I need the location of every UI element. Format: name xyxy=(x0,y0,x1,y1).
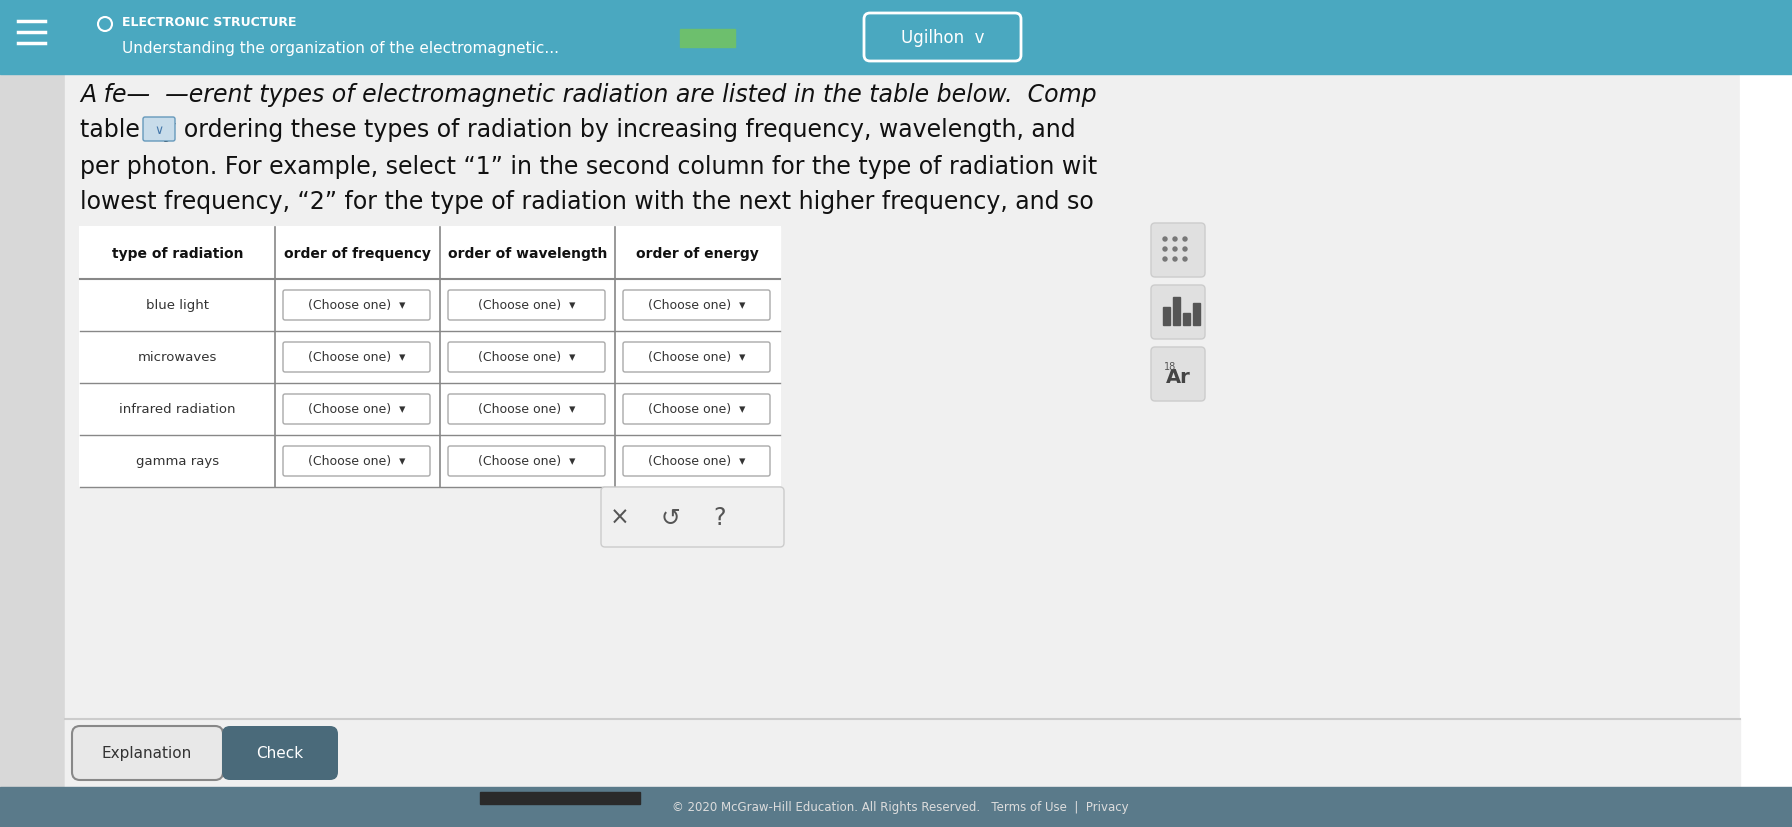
Text: (Choose one)  ▾: (Choose one) ▾ xyxy=(649,351,745,364)
Text: per photon. For example, select “1” in the second column for the type of radiati: per photon. For example, select “1” in t… xyxy=(81,155,1097,179)
Text: (Choose one)  ▾: (Choose one) ▾ xyxy=(308,455,405,468)
Bar xyxy=(1740,0,1792,827)
Text: order of frequency: order of frequency xyxy=(285,246,430,261)
Text: blue light: blue light xyxy=(145,299,210,312)
Bar xyxy=(65,719,1740,787)
Text: ∨: ∨ xyxy=(154,123,163,136)
FancyBboxPatch shape xyxy=(283,447,430,476)
Text: Ugilhon  v: Ugilhon v xyxy=(901,29,984,47)
Text: Explanation: Explanation xyxy=(102,746,192,761)
FancyBboxPatch shape xyxy=(448,447,606,476)
Text: (Choose one)  ▾: (Choose one) ▾ xyxy=(649,299,745,312)
Text: (Choose one)  ▾: (Choose one) ▾ xyxy=(308,351,405,364)
Text: (Choose one)  ▾: (Choose one) ▾ xyxy=(478,351,575,364)
Text: Check: Check xyxy=(256,746,303,761)
Text: order of energy: order of energy xyxy=(636,246,758,261)
Circle shape xyxy=(1183,258,1186,261)
Text: microwaves: microwaves xyxy=(138,351,217,364)
FancyBboxPatch shape xyxy=(624,342,771,372)
Bar xyxy=(1163,308,1170,326)
Text: A fe—  —erent types of electromagnetic radiation are listed in the table below. : A fe— —erent types of electromagnetic ra… xyxy=(81,83,1097,107)
Bar xyxy=(1193,304,1201,326)
Circle shape xyxy=(1183,237,1186,241)
Bar xyxy=(0,787,1792,827)
Circle shape xyxy=(1174,258,1177,261)
Text: Ar: Ar xyxy=(1165,368,1190,387)
FancyBboxPatch shape xyxy=(72,726,222,780)
Bar xyxy=(0,0,1792,75)
Text: © 2020 McGraw-Hill Education. All Rights Reserved.   Terms of Use  |  Privacy: © 2020 McGraw-Hill Education. All Rights… xyxy=(672,801,1129,814)
Bar xyxy=(679,30,735,48)
Text: (Choose one)  ▾: (Choose one) ▾ xyxy=(478,403,575,416)
Bar xyxy=(797,30,853,48)
Bar xyxy=(480,792,640,804)
FancyBboxPatch shape xyxy=(448,342,606,372)
Circle shape xyxy=(1163,248,1167,251)
Text: (Choose one)  ▾: (Choose one) ▾ xyxy=(308,403,405,416)
Text: (Choose one)  ▾: (Choose one) ▾ xyxy=(649,455,745,468)
FancyBboxPatch shape xyxy=(283,290,430,321)
Text: table by ordering these types of radiation by increasing frequency, wavelength, : table by ordering these types of radiati… xyxy=(81,118,1075,141)
Circle shape xyxy=(1163,258,1167,261)
Text: (Choose one)  ▾: (Choose one) ▾ xyxy=(649,403,745,416)
FancyBboxPatch shape xyxy=(600,487,785,547)
Text: gamma rays: gamma rays xyxy=(136,455,219,468)
FancyBboxPatch shape xyxy=(283,342,430,372)
FancyBboxPatch shape xyxy=(624,290,771,321)
FancyBboxPatch shape xyxy=(1150,347,1204,402)
FancyBboxPatch shape xyxy=(1150,285,1204,340)
FancyBboxPatch shape xyxy=(624,447,771,476)
Circle shape xyxy=(1174,237,1177,241)
Text: lowest frequency, “2” for the type of radiation with the next higher frequency, : lowest frequency, “2” for the type of ra… xyxy=(81,189,1093,213)
Text: type of radiation: type of radiation xyxy=(111,246,244,261)
Bar xyxy=(81,227,780,280)
FancyBboxPatch shape xyxy=(864,14,1021,62)
Text: (Choose one)  ▾: (Choose one) ▾ xyxy=(478,299,575,312)
Text: infrared radiation: infrared radiation xyxy=(120,403,237,416)
Bar xyxy=(0,0,65,827)
Bar xyxy=(1183,313,1190,326)
Text: order of wavelength: order of wavelength xyxy=(448,246,607,261)
FancyBboxPatch shape xyxy=(222,726,339,780)
Text: ↺: ↺ xyxy=(659,505,679,529)
Circle shape xyxy=(1183,248,1186,251)
Text: 18: 18 xyxy=(1163,361,1176,371)
Bar xyxy=(81,227,780,487)
FancyBboxPatch shape xyxy=(624,394,771,424)
Text: ×: × xyxy=(609,505,629,529)
Bar xyxy=(1174,298,1179,326)
Text: (Choose one)  ▾: (Choose one) ▾ xyxy=(478,455,575,468)
Bar xyxy=(738,30,794,48)
FancyBboxPatch shape xyxy=(448,394,606,424)
FancyBboxPatch shape xyxy=(448,290,606,321)
FancyBboxPatch shape xyxy=(143,118,176,141)
Text: (Choose one)  ▾: (Choose one) ▾ xyxy=(308,299,405,312)
Circle shape xyxy=(1163,237,1167,241)
FancyBboxPatch shape xyxy=(1150,224,1204,278)
Text: Understanding the organization of the electromagnetic...: Understanding the organization of the el… xyxy=(122,41,559,55)
FancyBboxPatch shape xyxy=(283,394,430,424)
Circle shape xyxy=(1174,248,1177,251)
Text: ELECTRONIC STRUCTURE: ELECTRONIC STRUCTURE xyxy=(122,16,296,28)
Text: ?: ? xyxy=(713,505,726,529)
